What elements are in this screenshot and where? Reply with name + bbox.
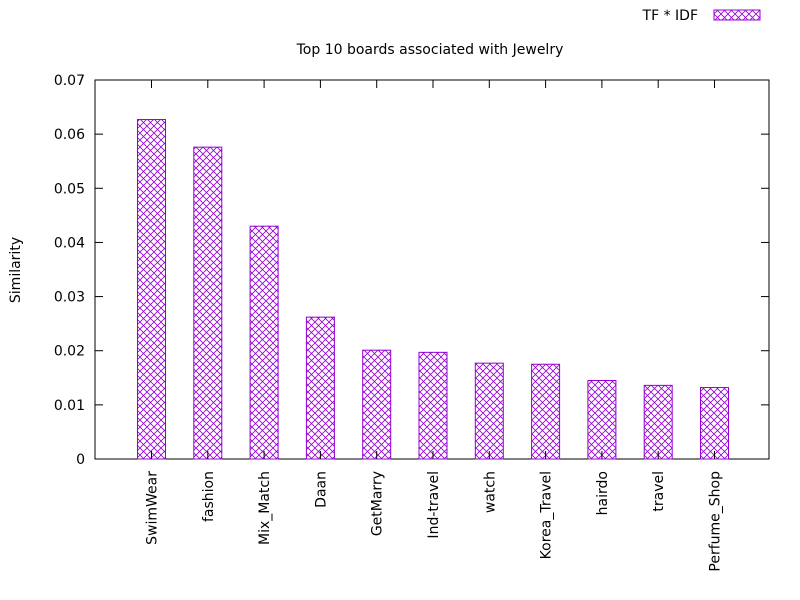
x-tick-label: hairdo (595, 471, 611, 515)
y-axis-label: Similarity (8, 237, 24, 303)
bar (643, 384, 673, 460)
bar (362, 349, 392, 460)
x-tick-label: SwimWear (145, 471, 161, 545)
bar (531, 363, 561, 460)
legend-swatch (713, 9, 761, 21)
x-tick-label: Daan (313, 471, 329, 508)
bar (587, 379, 617, 460)
legend: TF * IDF (642, 8, 761, 24)
y-tick-label: 0.06 (54, 127, 85, 143)
x-axis: SwimWear fashion Mix_Match Daan GetMarry Ind-… (145, 80, 724, 572)
x-tick-label: GetMarry (370, 471, 386, 536)
x-tick-label: Mix_Match (257, 471, 273, 545)
bar (137, 119, 166, 460)
y-tick-label: 0.01 (54, 398, 85, 414)
bar (193, 146, 223, 460)
bar (305, 316, 335, 460)
y-tick-label: 0.07 (54, 73, 85, 89)
y-tick-label: 0 (76, 452, 85, 468)
x-tick-label: Ind-travel (426, 471, 442, 539)
legend-label: TF * IDF (642, 8, 698, 24)
x-tick-label: Perfume_Shop (708, 471, 724, 572)
y-tick-label: 0.03 (54, 290, 85, 306)
bar (249, 225, 279, 460)
bar (474, 362, 504, 460)
x-tick-label: fashion (201, 471, 217, 522)
x-tick-label: watch (482, 471, 498, 513)
y-axis: 0 0.01 0.02 0.03 0.04 0.05 0.06 0.07 (54, 73, 769, 468)
bar (700, 387, 729, 460)
x-tick-label: Korea_Travel (539, 471, 555, 559)
chart-title: Top 10 boards associated with Jewelry (296, 42, 564, 58)
bars (137, 119, 729, 460)
x-tick-label: travel (651, 471, 667, 512)
bar (418, 351, 448, 460)
y-tick-label: 0.05 (54, 181, 85, 197)
y-tick-label: 0.02 (54, 344, 85, 360)
y-tick-label: 0.04 (54, 235, 85, 251)
